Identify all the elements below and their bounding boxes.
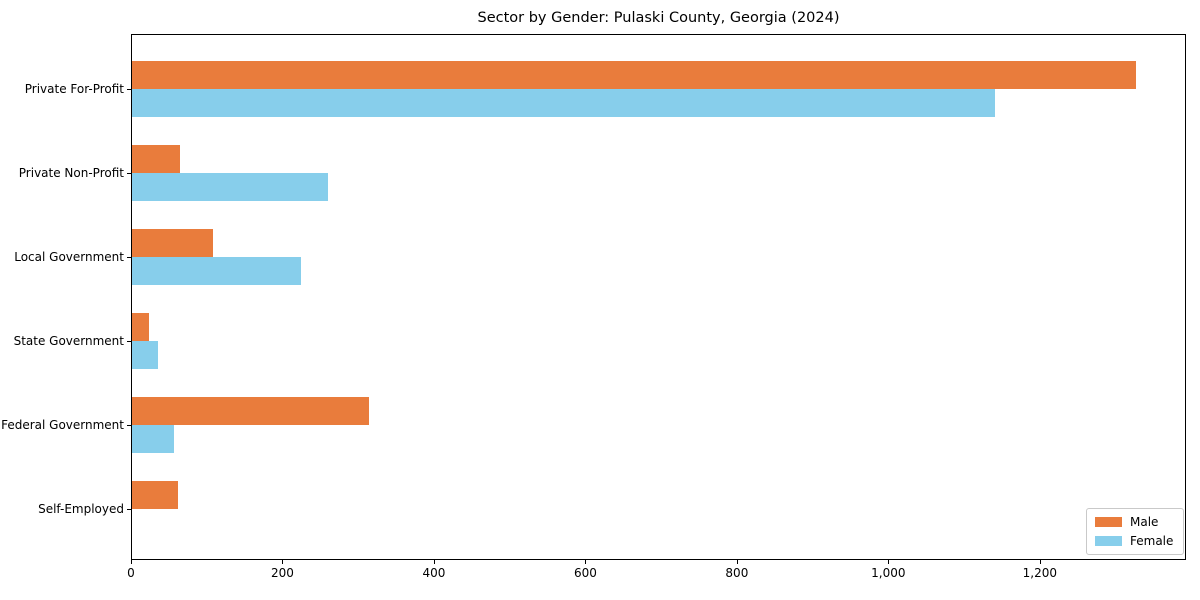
x-axis-label-1000: 1,000: [871, 566, 906, 580]
x-axis-label-1200: 1,200: [1022, 566, 1058, 580]
x-tick-mark-1200: [1039, 560, 1041, 564]
bar-male-private-non-profit: [132, 145, 181, 173]
bar-female-private-non-profit: [132, 173, 328, 201]
x-axis-label-600: 600: [573, 566, 597, 580]
bar-female-local-government: [132, 257, 301, 285]
bar-male-federal-government: [132, 397, 369, 425]
legend-label-male: Male: [1130, 515, 1159, 529]
bar-female-state-government: [132, 341, 158, 369]
x-tick-mark-1000: [888, 560, 890, 564]
x-tick-mark-600: [585, 560, 587, 564]
y-tick-mark-private-for-profit: [127, 89, 131, 90]
x-tick-mark-200: [282, 560, 284, 564]
y-axis-label-private-for-profit: Private For-Profit: [24, 82, 124, 96]
y-tick-mark-local-government: [127, 257, 131, 258]
y-axis-label-self-employed: Self-Employed: [38, 502, 124, 516]
chart-title: Sector by Gender: Pulaski County, Georgi…: [477, 10, 840, 26]
x-tick-mark-400: [433, 560, 435, 564]
bar-female-federal-government: [132, 425, 175, 453]
y-tick-mark-federal-government: [127, 425, 131, 426]
y-axis-label-local-government: Local Government: [14, 250, 124, 264]
y-tick-mark-state-government: [127, 341, 131, 342]
y-axis-label-private-non-profit: Private Non-Profit: [18, 166, 124, 180]
legend-swatch-male: [1095, 517, 1122, 527]
legend-item-female: Female: [1095, 534, 1173, 548]
x-axis-label-400: 400: [422, 566, 446, 580]
y-tick-mark-private-non-profit: [127, 173, 131, 174]
bar-male-private-for-profit: [132, 61, 1136, 89]
bar-female-private-for-profit: [132, 89, 996, 117]
x-axis-label-200: 200: [271, 566, 294, 580]
x-tick-mark-800: [736, 560, 738, 564]
bar-male-self-employed: [132, 481, 178, 509]
y-tick-mark-self-employed: [127, 509, 131, 510]
bar-male-state-government: [132, 313, 150, 341]
x-axis-label-0: 0: [127, 566, 135, 580]
legend-label-female: Female: [1130, 534, 1174, 548]
y-axis-label-state-government: State Government: [13, 334, 124, 348]
plot-area: [131, 34, 1186, 560]
x-tick-mark-0: [131, 560, 132, 564]
x-axis-label-800: 800: [725, 566, 749, 580]
bar-male-local-government: [132, 229, 213, 257]
legend-swatch-female: [1095, 536, 1122, 546]
legend-item-male: Male: [1095, 515, 1173, 529]
legend: Male Female: [1086, 508, 1185, 555]
y-axis-label-federal-government: Federal Government: [1, 418, 124, 432]
